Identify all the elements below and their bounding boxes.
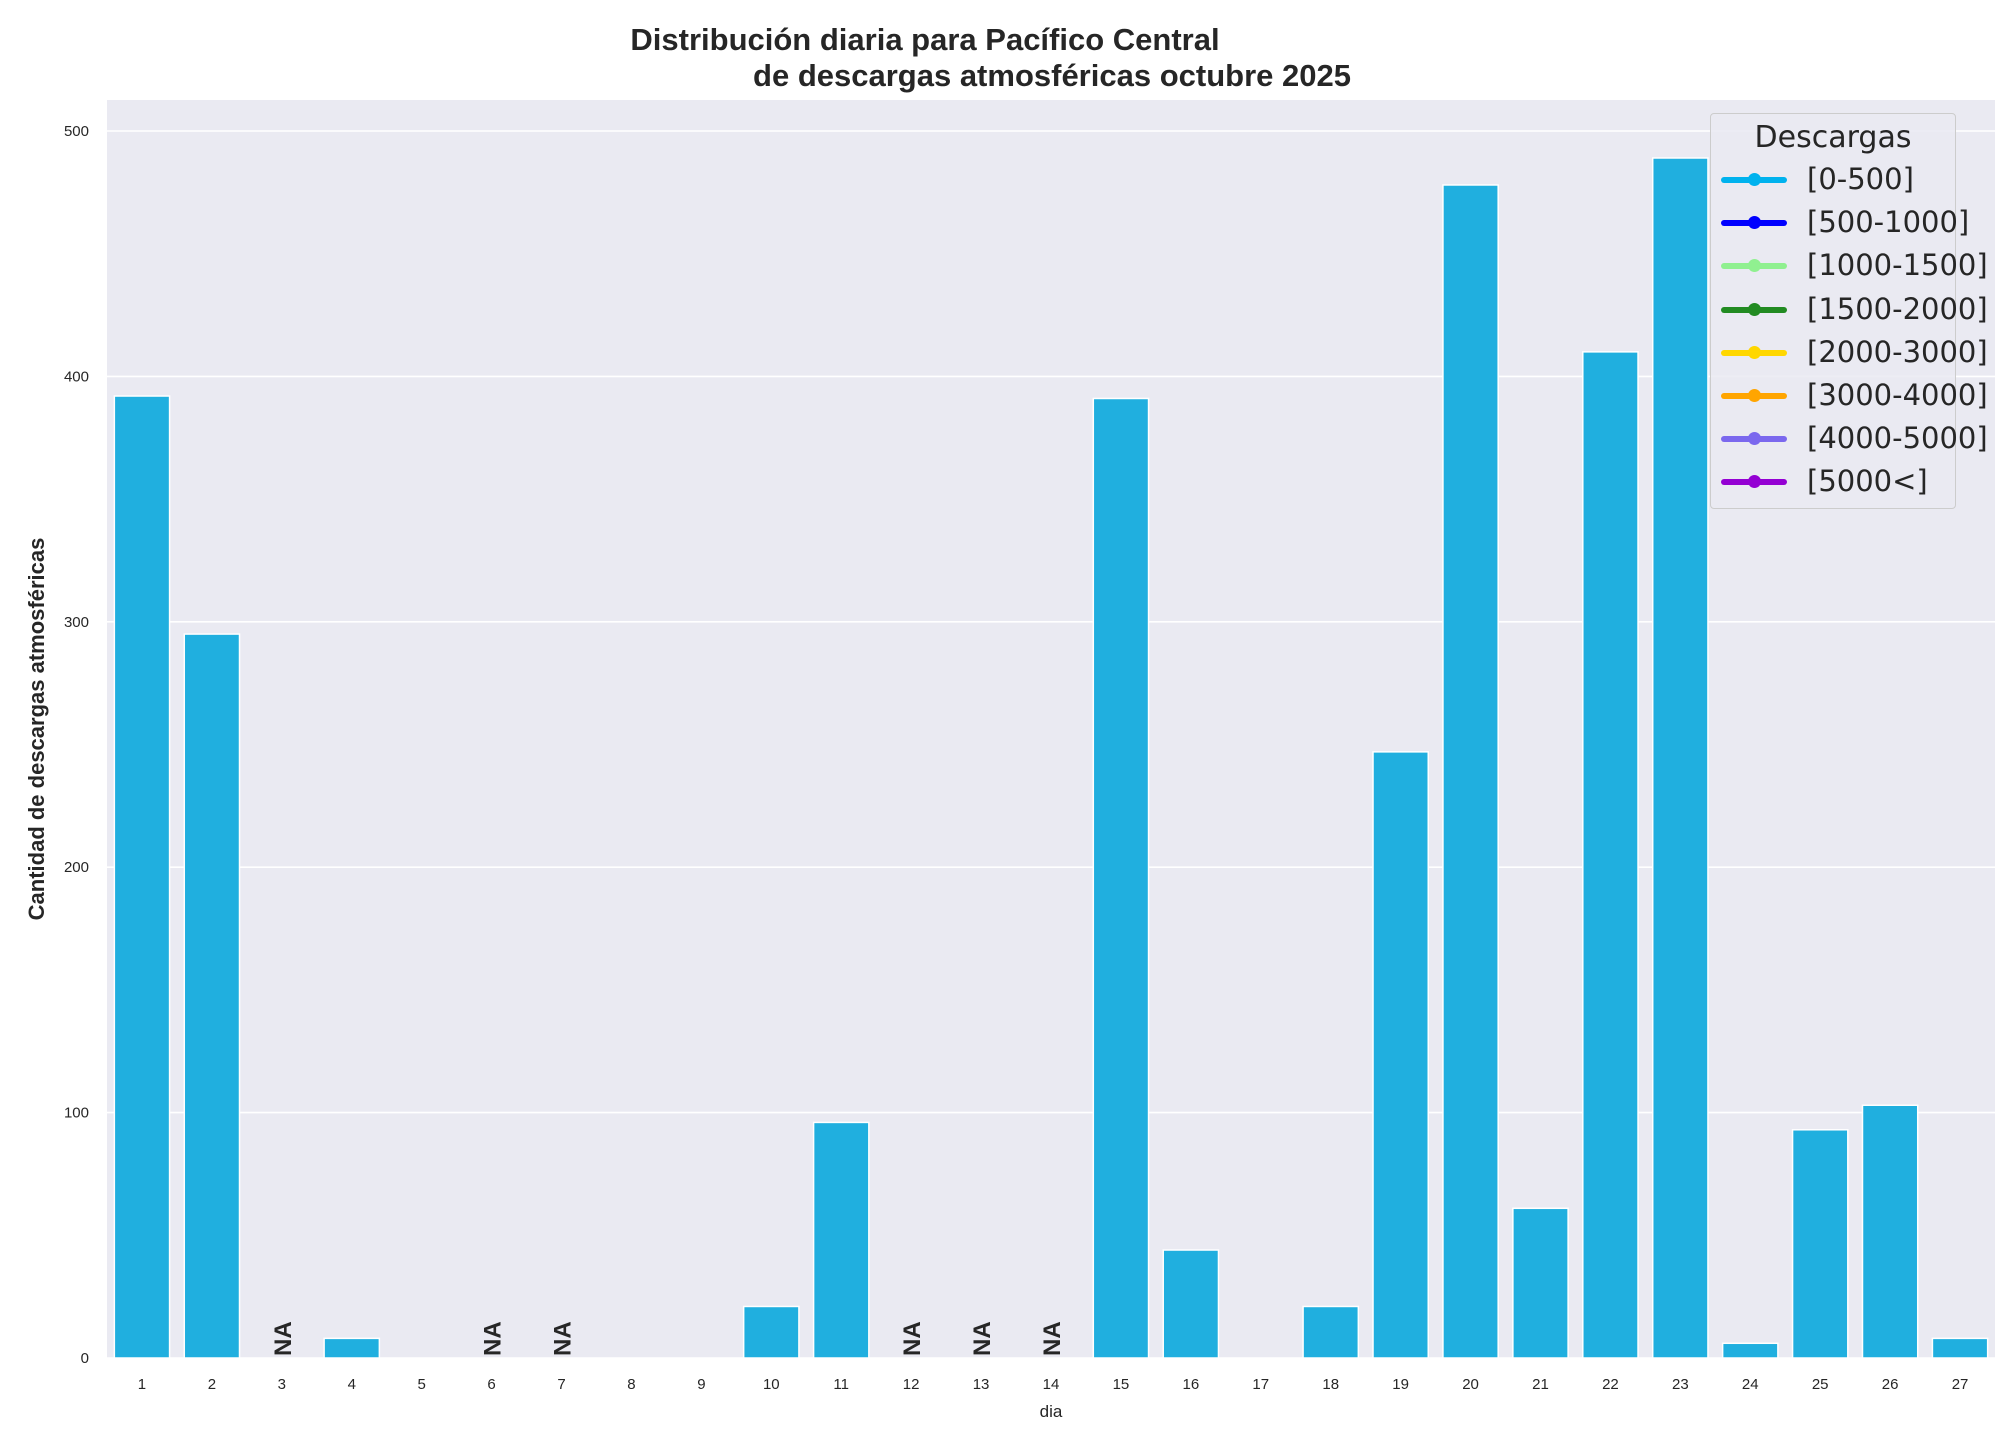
- x-tick-label: 21: [1532, 1376, 1549, 1393]
- y-tick-label: 100: [64, 1105, 89, 1122]
- x-tick-label: 16: [1183, 1376, 1200, 1393]
- x-tick-label: 1: [138, 1376, 146, 1393]
- legend-entry: [0-500]: [1721, 160, 1953, 200]
- legend-entry: [5000<]: [1721, 462, 1953, 502]
- x-tick-label: 23: [1672, 1376, 1689, 1393]
- legend-entry: [1500-2000]: [1721, 290, 1988, 330]
- y-tick-label: 0: [81, 1350, 89, 1367]
- legend-swatch: [1721, 302, 1787, 316]
- x-tick-label: 2: [208, 1376, 216, 1393]
- bar: [1651, 157, 1709, 1359]
- legend-swatch: [1721, 475, 1787, 489]
- bar: [323, 1337, 381, 1359]
- na-label: NA: [969, 1321, 996, 1356]
- x-tick-label: 3: [278, 1376, 286, 1393]
- x-tick-label: 19: [1392, 1376, 1409, 1393]
- bar: [1721, 1342, 1779, 1359]
- na-label: NA: [899, 1321, 926, 1356]
- na-label: NA: [1039, 1321, 1066, 1356]
- legend-swatch: [1721, 389, 1787, 402]
- chart-title-line-1: Distribución diaria para Pacífico Centra…: [630, 22, 1219, 57]
- x-tick-label: 18: [1322, 1376, 1339, 1393]
- x-tick-label: 11: [833, 1376, 849, 1393]
- y-tick-label: 300: [64, 614, 89, 631]
- x-tick-label: 20: [1462, 1376, 1479, 1393]
- legend-entry: [2000-3000]: [1721, 333, 1988, 373]
- bar: [183, 633, 241, 1359]
- bar: [1512, 1207, 1569, 1359]
- na-labels: NA NA NA NA NA NA: [270, 1321, 1066, 1356]
- legend: Descargas [0-500] [500-1000] [1000-1500] [1…: [1710, 113, 1988, 509]
- na-label: NA: [270, 1321, 297, 1356]
- bar: [742, 1305, 800, 1359]
- x-tick-label: 5: [417, 1376, 425, 1393]
- legend-label: [500-1000]: [1807, 205, 1970, 240]
- legend-label: [2000-3000]: [1807, 334, 1988, 369]
- bar: [1162, 1249, 1220, 1359]
- legend-label: [5000<]: [1807, 464, 1928, 499]
- x-tick-label: 22: [1602, 1376, 1619, 1393]
- bars: [113, 157, 1989, 1359]
- x-tick-label: 7: [557, 1376, 565, 1393]
- bar: [1931, 1337, 1989, 1359]
- y-tick-label: 400: [64, 368, 89, 385]
- legend-entry: [500-1000]: [1721, 203, 1969, 243]
- x-tick-label: 4: [348, 1376, 356, 1393]
- legend-swatch: [1721, 345, 1787, 359]
- bar: [113, 395, 171, 1359]
- x-tick-label: 8: [627, 1376, 635, 1393]
- bar: [1442, 184, 1499, 1359]
- na-label: NA: [550, 1321, 577, 1356]
- x-tick-label: 15: [1113, 1376, 1130, 1393]
- x-axis-label: dia: [1040, 1402, 1063, 1421]
- y-tick-labels: 0 100 200 300 400 500: [64, 123, 89, 1367]
- x-tick-label: 27: [1952, 1376, 1969, 1393]
- legend-label: [1500-2000]: [1807, 291, 1988, 326]
- x-tick-label: 6: [487, 1376, 495, 1393]
- legend-label: [0-500]: [1807, 162, 1914, 196]
- legend-label: [3000-4000]: [1807, 378, 1988, 412]
- bar: [1791, 1129, 1849, 1359]
- x-tick-label: 9: [697, 1376, 705, 1393]
- x-tick-label: 14: [1043, 1376, 1060, 1393]
- y-tick-label: 200: [64, 859, 89, 876]
- bar: [1092, 397, 1150, 1359]
- x-tick-label: 10: [763, 1376, 780, 1393]
- bar: [1582, 351, 1639, 1359]
- legend-swatch: [1721, 216, 1787, 230]
- y-axis-label: Cantidad de descargas atmosféricas: [24, 538, 49, 921]
- x-tick-label: 25: [1812, 1376, 1829, 1393]
- legend-label: [1000-1500]: [1807, 248, 1988, 283]
- x-tick-label: 12: [903, 1376, 920, 1393]
- grid-lines: [107, 130, 1995, 1359]
- legend-title: Descargas: [1754, 120, 1912, 155]
- legend-entry: [3000-4000]: [1721, 376, 1988, 416]
- x-tick-label: 13: [973, 1376, 990, 1393]
- legend-swatch: [1721, 259, 1787, 273]
- bar: [1861, 1104, 1919, 1359]
- na-label: NA: [480, 1321, 507, 1356]
- bar: [1302, 1305, 1360, 1359]
- x-tick-label: 24: [1742, 1376, 1759, 1393]
- bar: [1372, 751, 1430, 1359]
- x-tick-labels: 1 2 3 4 5 6 7 8 9 10 11 12 13 14 15 16 17 18 19 20 21 22 23 24 2…: [138, 1376, 1969, 1393]
- bar: [812, 1121, 870, 1359]
- x-tick-label: 17: [1252, 1376, 1269, 1393]
- legend-entry: [1000-1500]: [1721, 246, 1988, 286]
- x-tick-label: 26: [1882, 1376, 1899, 1393]
- chart-title-line-2: de descargas atmosféricas octubre 2025: [753, 58, 1351, 93]
- legend-swatch: [1721, 432, 1787, 446]
- legend-entry: [4000-5000]: [1721, 419, 1988, 459]
- y-tick-label: 500: [64, 123, 89, 140]
- legend-label: [4000-5000]: [1807, 421, 1988, 456]
- legend-swatch: [1721, 173, 1787, 186]
